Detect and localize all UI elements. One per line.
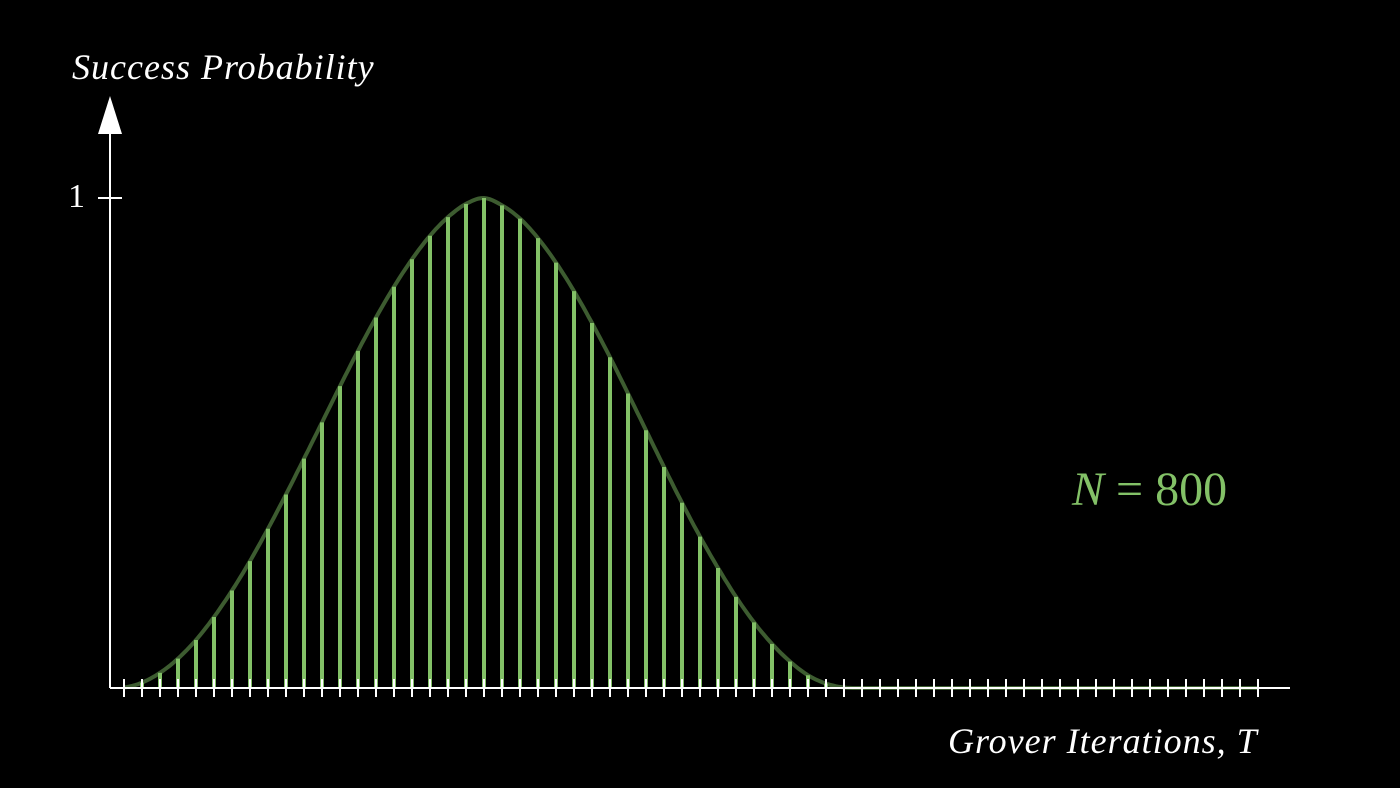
y-tick-label-1: 1: [68, 178, 85, 215]
success-curve: [123, 195, 1258, 690]
success-curve-layer: [123, 195, 1258, 690]
x-axis-label: Grover Iterations, T: [948, 721, 1258, 761]
axes-layer: [98, 96, 1290, 697]
annotation-operator: =: [1116, 463, 1144, 516]
annotation-value: 800: [1155, 463, 1228, 516]
n-annotation: N = 800: [1072, 462, 1227, 517]
y-axis-label: Success Probability: [72, 47, 375, 87]
y-axis-arrow-icon: [98, 96, 122, 134]
annotation-variable: N: [1072, 463, 1105, 516]
bars-layer: [122, 198, 846, 688]
